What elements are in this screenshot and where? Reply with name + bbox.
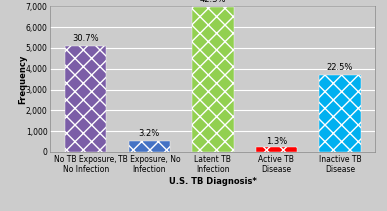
Text: 3.2%: 3.2%	[139, 129, 160, 138]
Bar	[319, 75, 361, 152]
Bar	[128, 141, 170, 152]
Text: 30.7%: 30.7%	[72, 34, 99, 43]
Text: 1.3%: 1.3%	[266, 137, 287, 146]
Bar	[192, 7, 233, 152]
Text: 22.5%: 22.5%	[327, 63, 353, 72]
Y-axis label: Frequency: Frequency	[18, 54, 27, 104]
X-axis label: U.S. TB Diagnosis*: U.S. TB Diagnosis*	[169, 177, 257, 186]
Bar	[256, 147, 297, 152]
Text: 42.3%: 42.3%	[200, 0, 226, 4]
Bar	[65, 46, 106, 152]
